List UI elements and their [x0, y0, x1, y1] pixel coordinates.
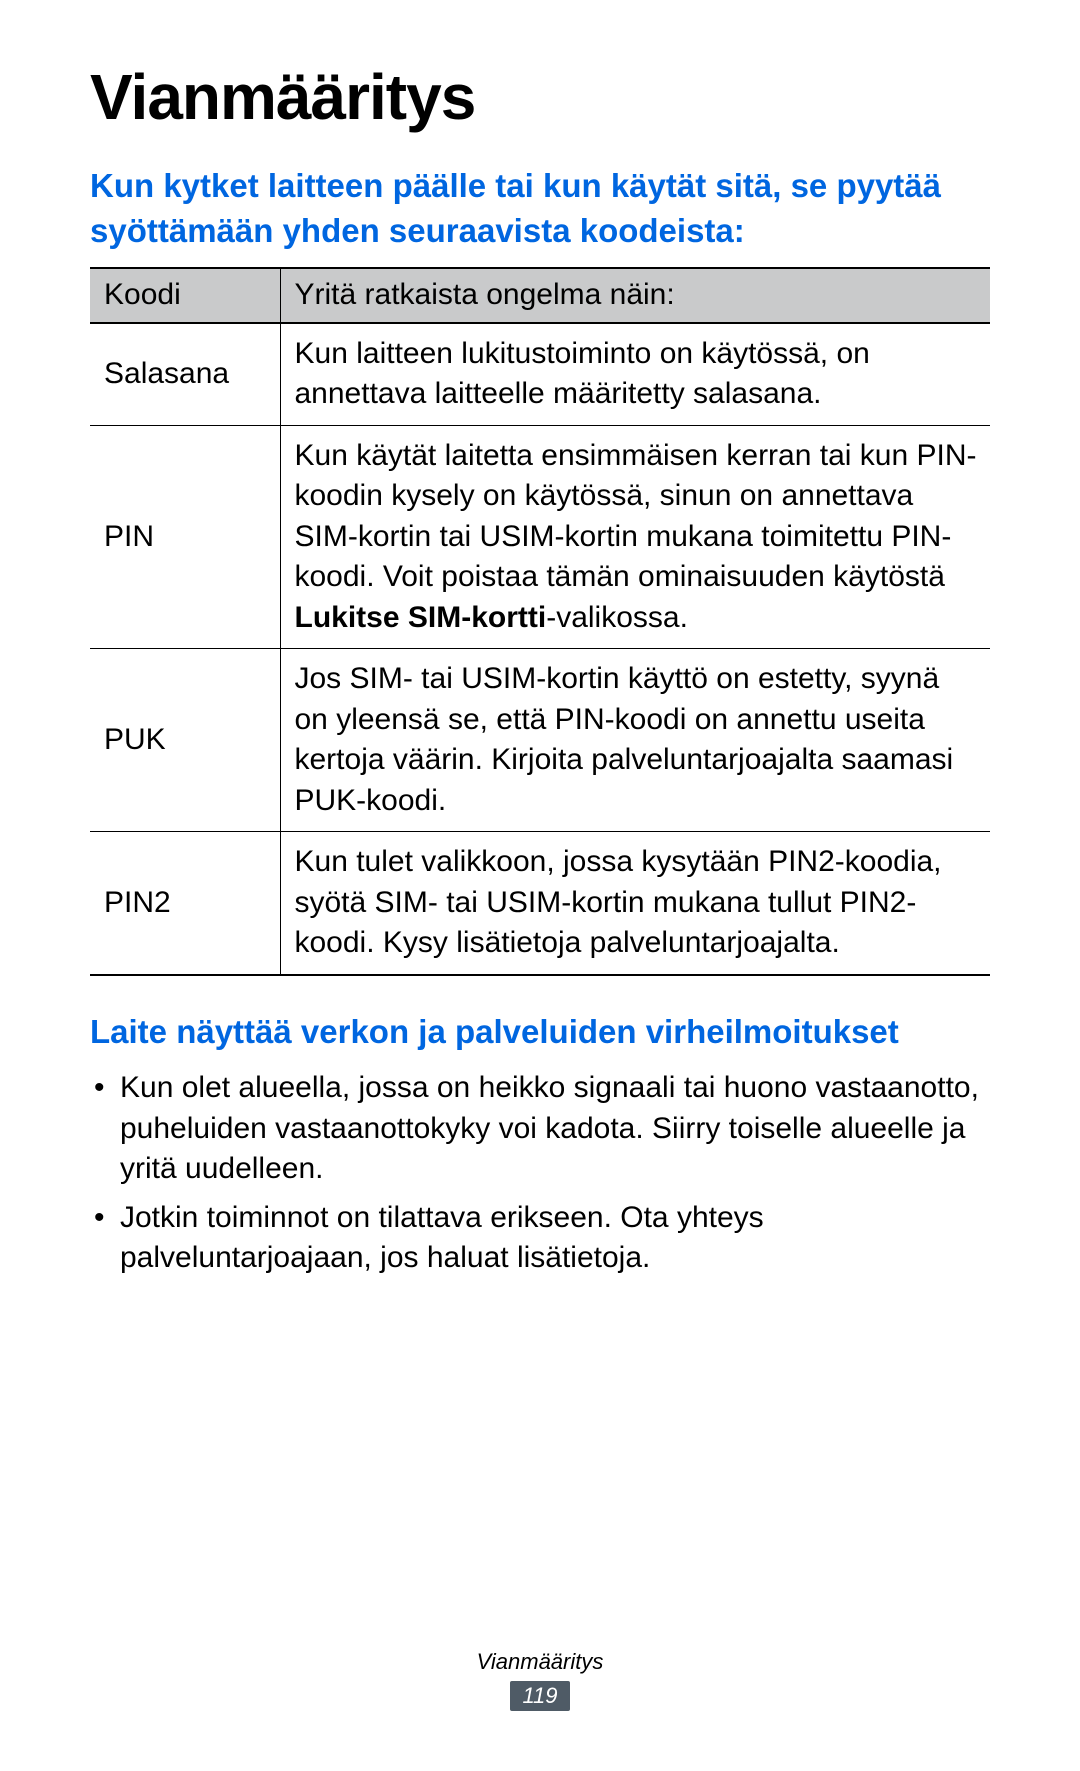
code-cell: PIN	[90, 425, 280, 649]
page-title: Vianmääritys	[90, 60, 990, 134]
bullet-list: Kun olet alueella, jossa on heikko signa…	[90, 1068, 990, 1279]
solution-cell: Kun laitteen lukitustoiminto on käytössä…	[280, 323, 990, 426]
table-row: PUK Jos SIM- tai USIM-kortin käyttö on e…	[90, 649, 990, 832]
table-row: PIN Kun käytät laitetta ensimmäisen kerr…	[90, 425, 990, 649]
table-row: Salasana Kun laitteen lukitustoiminto on…	[90, 323, 990, 426]
list-item: Jotkin toiminnot on tilattava erikseen. …	[118, 1198, 990, 1279]
solution-cell: Jos SIM- tai USIM-kortin käyttö on estet…	[280, 649, 990, 832]
section1-heading: Kun kytket laitteen päälle tai kun käytä…	[90, 164, 990, 253]
table-header-code: Koodi	[90, 268, 280, 323]
codes-table: Koodi Yritä ratkaista ongelma näin: Sala…	[90, 267, 990, 976]
solution-cell: Kun käytät laitetta ensimmäisen kerran t…	[280, 425, 990, 649]
table-row: PIN2 Kun tulet valikkoon, jossa kysytään…	[90, 832, 990, 975]
solution-cell: Kun tulet valikkoon, jossa kysytään PIN2…	[280, 832, 990, 975]
list-item: Kun olet alueella, jossa on heikko signa…	[118, 1068, 990, 1190]
code-cell: PUK	[90, 649, 280, 832]
section2-heading: Laite näyttää verkon ja palveluiden virh…	[90, 1010, 990, 1055]
code-cell: Salasana	[90, 323, 280, 426]
page-footer: Vianmääritys 119	[0, 1649, 1080, 1711]
table-header-solution: Yritä ratkaista ongelma näin:	[280, 268, 990, 323]
footer-section-label: Vianmääritys	[0, 1649, 1080, 1675]
table-header-row: Koodi Yritä ratkaista ongelma näin:	[90, 268, 990, 323]
code-cell: PIN2	[90, 832, 280, 975]
page-number-badge: 119	[510, 1681, 569, 1711]
